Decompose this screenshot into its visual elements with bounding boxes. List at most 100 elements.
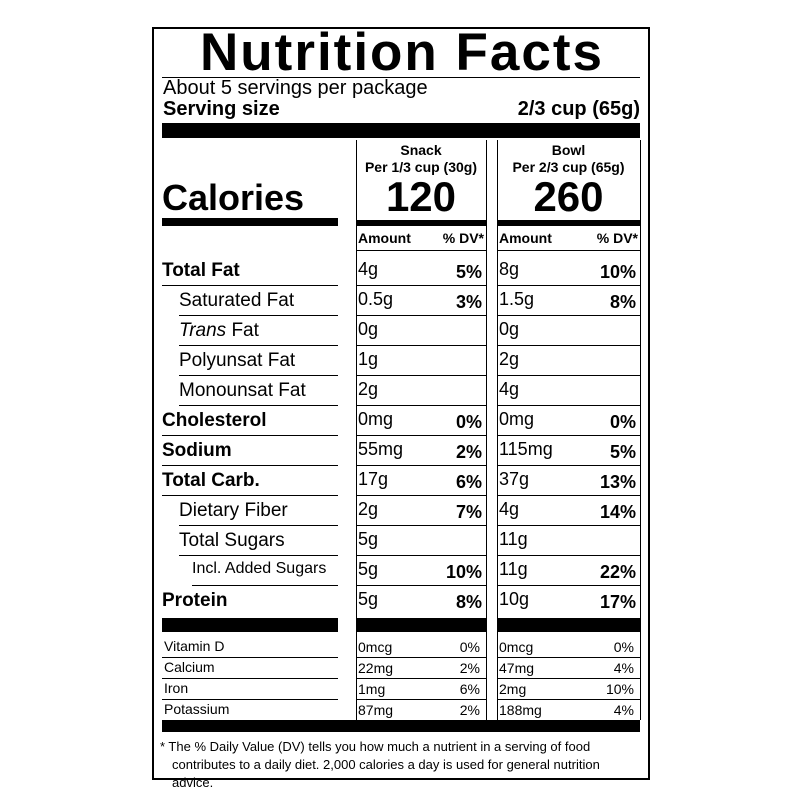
amount: 55mg (358, 439, 404, 459)
nutrient-label: Saturated Fat (179, 291, 294, 310)
column-calories: 260 (533, 173, 604, 220)
nutrient-label-italic: Trans (179, 320, 227, 341)
vitamin-label: Iron (164, 680, 189, 696)
nutrient-label: Total Fat (162, 261, 240, 280)
amount: 2g (358, 379, 379, 399)
row-rule (497, 465, 640, 466)
amount: 1mg (358, 681, 386, 697)
nutrient-name: Total Sugars (179, 530, 285, 551)
amount: 4g (499, 499, 520, 519)
amount-header: Amount (358, 230, 411, 246)
daily-value: 10% (605, 681, 634, 697)
daily-value: 8% (455, 592, 482, 612)
row-rule (162, 495, 338, 496)
amount: 1g (358, 349, 379, 369)
row-rule (497, 495, 640, 496)
amount: 0g (499, 319, 520, 339)
thick-rule (497, 618, 640, 632)
serving-size: 2/3 cup (65g) (517, 98, 640, 120)
row-rule (497, 657, 640, 658)
row-rule (356, 435, 486, 436)
amount: 2g (499, 349, 520, 369)
amount: 0.5g (358, 289, 394, 309)
thick-rule (162, 720, 640, 732)
row-rule (192, 585, 338, 586)
nutrient-label: Dietary Fiber (179, 501, 288, 520)
amount: 2mg (499, 681, 527, 697)
row-rule (497, 285, 640, 286)
thick-rule (356, 618, 486, 632)
row-rule (162, 657, 338, 658)
nutrient-label: Polyunsat Fat (179, 351, 295, 370)
row-rule (162, 285, 338, 286)
row-rule (497, 699, 640, 700)
daily-value: 0% (459, 639, 480, 655)
amount: 11g (499, 559, 528, 579)
daily-value: 4% (613, 702, 634, 718)
row-rule (356, 657, 486, 658)
nutrient-name: Monounsat Fat (179, 380, 306, 401)
amount: 4g (499, 379, 520, 399)
daily-value: 0% (613, 639, 634, 655)
daily-value: 10% (445, 562, 482, 582)
daily-value: 14% (599, 502, 636, 522)
amount: 5g (358, 589, 379, 609)
amount: 10g (499, 589, 530, 609)
daily-value: 2% (459, 702, 480, 718)
row-rule (356, 495, 486, 496)
nutrient-name: Protein (162, 590, 228, 611)
dv-header: % DV* (596, 230, 638, 246)
row-rule (356, 375, 486, 376)
daily-value: 5% (455, 262, 482, 282)
amount: 17g (358, 469, 389, 489)
row-rule (179, 525, 338, 526)
label-border (152, 27, 650, 780)
column-calories: 120 (385, 173, 457, 220)
row-rule (497, 678, 640, 679)
row-rule (497, 405, 640, 406)
nutrient-label: Incl. Added Sugars (192, 561, 326, 577)
amount: 37g (499, 469, 530, 489)
row-rule (162, 699, 338, 700)
row-rule (497, 555, 640, 556)
title: Nutrition Facts (200, 23, 604, 82)
nutrient-name: Fat (231, 320, 259, 341)
row-rule (497, 375, 640, 376)
row-rule (179, 405, 338, 406)
thick-rule (162, 218, 338, 226)
amount: 5g (358, 559, 379, 579)
thick-rule (356, 220, 486, 226)
row-rule (356, 585, 486, 586)
amount: 0mcg (499, 639, 534, 655)
daily-value: 7% (455, 502, 482, 522)
servings: About 5 servings per package (163, 77, 428, 99)
nutrient-label: Trans Fat (179, 321, 259, 340)
amount: 87mg (358, 702, 394, 718)
amount: 22mg (358, 660, 394, 676)
daily-value: 0% (455, 412, 482, 432)
daily-value: 2% (459, 660, 480, 676)
daily-value: 5% (609, 442, 636, 462)
row-rule (356, 285, 486, 286)
row-rule (497, 345, 640, 346)
nutrient-label: Monounsat Fat (179, 381, 306, 400)
nutrient-name: Incl. Added Sugars (192, 560, 327, 577)
amount: 5g (358, 529, 379, 549)
vitamin-label: Vitamin D (164, 638, 225, 654)
daily-value: 8% (609, 292, 636, 312)
daily-value: 22% (599, 562, 636, 582)
daily-value: 3% (455, 292, 482, 312)
row-rule (356, 315, 486, 316)
nutrient-name: Sodium (162, 440, 232, 461)
column-border (497, 140, 498, 720)
amount-header: Amount (499, 230, 552, 246)
thick-rule (162, 123, 640, 138)
calories-label: Calories (162, 177, 305, 218)
dv-header: % DV* (442, 230, 484, 246)
amount: 8g (499, 259, 520, 279)
daily-value: 0% (609, 412, 636, 432)
daily-value: 2% (455, 442, 482, 462)
nutrient-label: Protein (162, 591, 227, 610)
vitamin-label: Potassium (164, 701, 230, 717)
amount: 1.5g (499, 289, 535, 309)
